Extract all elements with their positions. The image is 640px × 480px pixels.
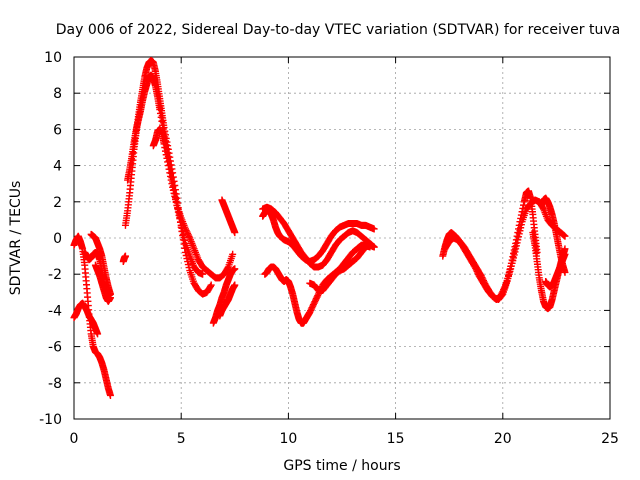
- x-tick-label: 15: [387, 431, 405, 447]
- y-tick-label: 10: [44, 50, 62, 66]
- data-point: [199, 270, 207, 278]
- y-tick-label: -6: [48, 340, 62, 356]
- data-point: [156, 109, 164, 117]
- data-point: [156, 105, 164, 113]
- data-point: [161, 144, 169, 151]
- grid-lines: [74, 57, 610, 419]
- data-point: [106, 294, 114, 302]
- data-point: [166, 169, 174, 177]
- data-point: [162, 151, 170, 159]
- data-point: [158, 117, 166, 125]
- data-point: [224, 264, 232, 272]
- y-tick-label: -2: [48, 267, 62, 283]
- x-tick-label: 25: [601, 431, 619, 447]
- x-tick-label: 0: [70, 431, 79, 447]
- series-s10: [209, 265, 239, 327]
- axis-ticks: 0 5 10 15 20 25 -10 -8 -6 -4 -2 0 2 4 6 8 10: [39, 50, 619, 447]
- data-point: [121, 252, 129, 260]
- series-s21: [542, 250, 569, 291]
- y-tick-label: 2: [53, 195, 62, 211]
- data-point: [165, 165, 173, 173]
- data-point: [207, 282, 215, 290]
- series-s2: [70, 299, 102, 338]
- series-s9: [149, 125, 237, 282]
- data-points: [70, 57, 569, 399]
- data-point: [160, 140, 168, 148]
- data-point: [167, 176, 175, 184]
- series-s16: [306, 241, 378, 294]
- y-tick-label: -4: [48, 303, 62, 319]
- data-point: [164, 158, 172, 166]
- series-s14: [259, 203, 378, 271]
- y-tick-label: -10: [39, 412, 62, 428]
- data-point: [500, 284, 508, 292]
- y-tick-label: 0: [53, 231, 62, 247]
- x-axis-label: GPS time / hours: [283, 458, 400, 474]
- data-point: [94, 330, 102, 338]
- data-point: [185, 232, 193, 240]
- data-point: [166, 172, 174, 180]
- x-tick-label: 10: [279, 431, 297, 447]
- series-s17: [439, 187, 541, 304]
- data-point: [229, 250, 237, 258]
- series-s6: [119, 252, 129, 266]
- data-point: [161, 147, 169, 155]
- y-tick-label: 4: [53, 159, 62, 175]
- data-point: [231, 281, 239, 289]
- data-point: [106, 391, 114, 399]
- series-s5: [91, 261, 114, 305]
- y-axis-label: SDTVAR / TECUs: [8, 181, 24, 296]
- data-point: [159, 121, 167, 129]
- data-point: [231, 265, 239, 273]
- y-tick-label: 8: [53, 86, 62, 102]
- data-point: [168, 180, 176, 188]
- series-s20: [537, 194, 569, 276]
- data-point: [207, 281, 215, 289]
- data-point: [370, 243, 378, 251]
- data-point: [561, 268, 569, 276]
- data-point: [157, 113, 165, 121]
- data-point: [561, 250, 569, 258]
- series-s11: [216, 281, 239, 320]
- x-tick-label: 20: [494, 431, 512, 447]
- data-point: [164, 162, 172, 170]
- y-tick-label: 6: [53, 122, 62, 138]
- data-point: [370, 225, 378, 233]
- data-point: [561, 232, 569, 240]
- x-tick-label: 5: [177, 431, 186, 447]
- series-s12: [218, 196, 239, 237]
- series-s4: [87, 230, 114, 298]
- chart-title: Day 006 of 2022, Sidereal Day-to-day VTE…: [56, 22, 620, 38]
- y-tick-label: -8: [48, 376, 62, 392]
- data-point: [163, 154, 171, 162]
- data-point: [231, 229, 239, 237]
